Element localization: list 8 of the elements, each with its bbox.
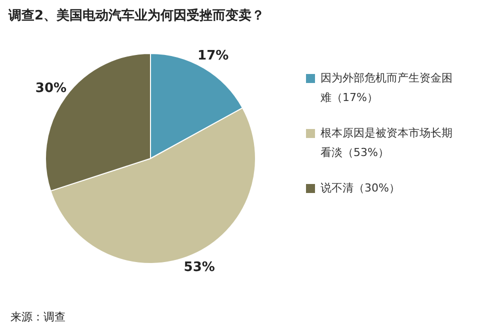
source-note: 来源：调查 bbox=[10, 310, 66, 324]
legend-label: 说不清（30%） bbox=[320, 182, 400, 194]
data-label: 30% bbox=[35, 81, 67, 96]
data-label: 17% bbox=[198, 48, 229, 64]
legend-label: 因为外部危机而产生资金困难（17%） bbox=[320, 72, 452, 104]
chart-title: 调查2、美国电动汽车业为何因受挫而变卖？ bbox=[8, 8, 265, 24]
legend-label: 根本原因是被资本市场长期看淡（53%） bbox=[320, 126, 452, 159]
data-label: 53% bbox=[184, 260, 215, 276]
